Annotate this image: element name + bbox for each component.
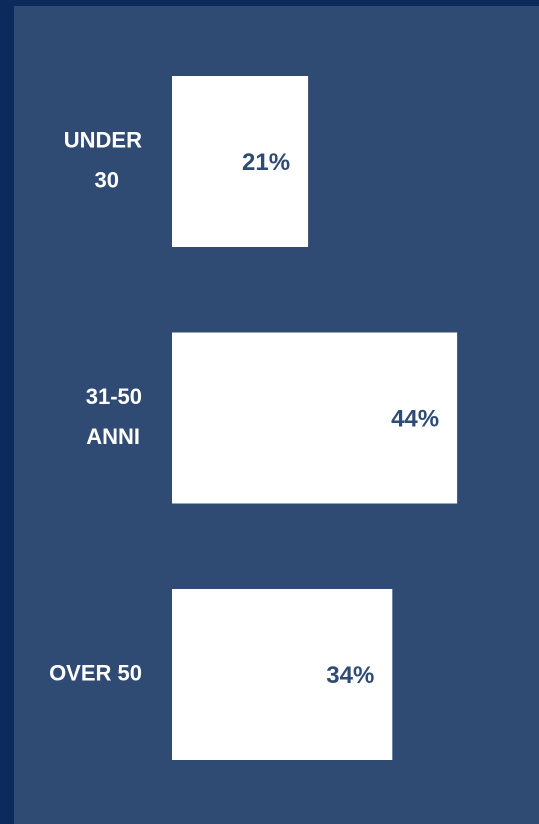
bar (172, 589, 393, 760)
bar (172, 76, 309, 247)
category-label-line: ANNI (86, 424, 140, 449)
value-label: 44% (391, 405, 439, 432)
value-label: 34% (326, 662, 374, 689)
category-label: UNDER 30 (64, 127, 142, 192)
category-label: 31-50 ANNI (86, 384, 142, 449)
category-label-line: 31-50 (86, 384, 142, 409)
value-label: 21% (242, 149, 290, 176)
category-label: OVER 50 (49, 660, 142, 685)
bar (172, 332, 458, 504)
category-label-line: UNDER (64, 127, 142, 152)
category-label-line: 30 (95, 167, 119, 192)
